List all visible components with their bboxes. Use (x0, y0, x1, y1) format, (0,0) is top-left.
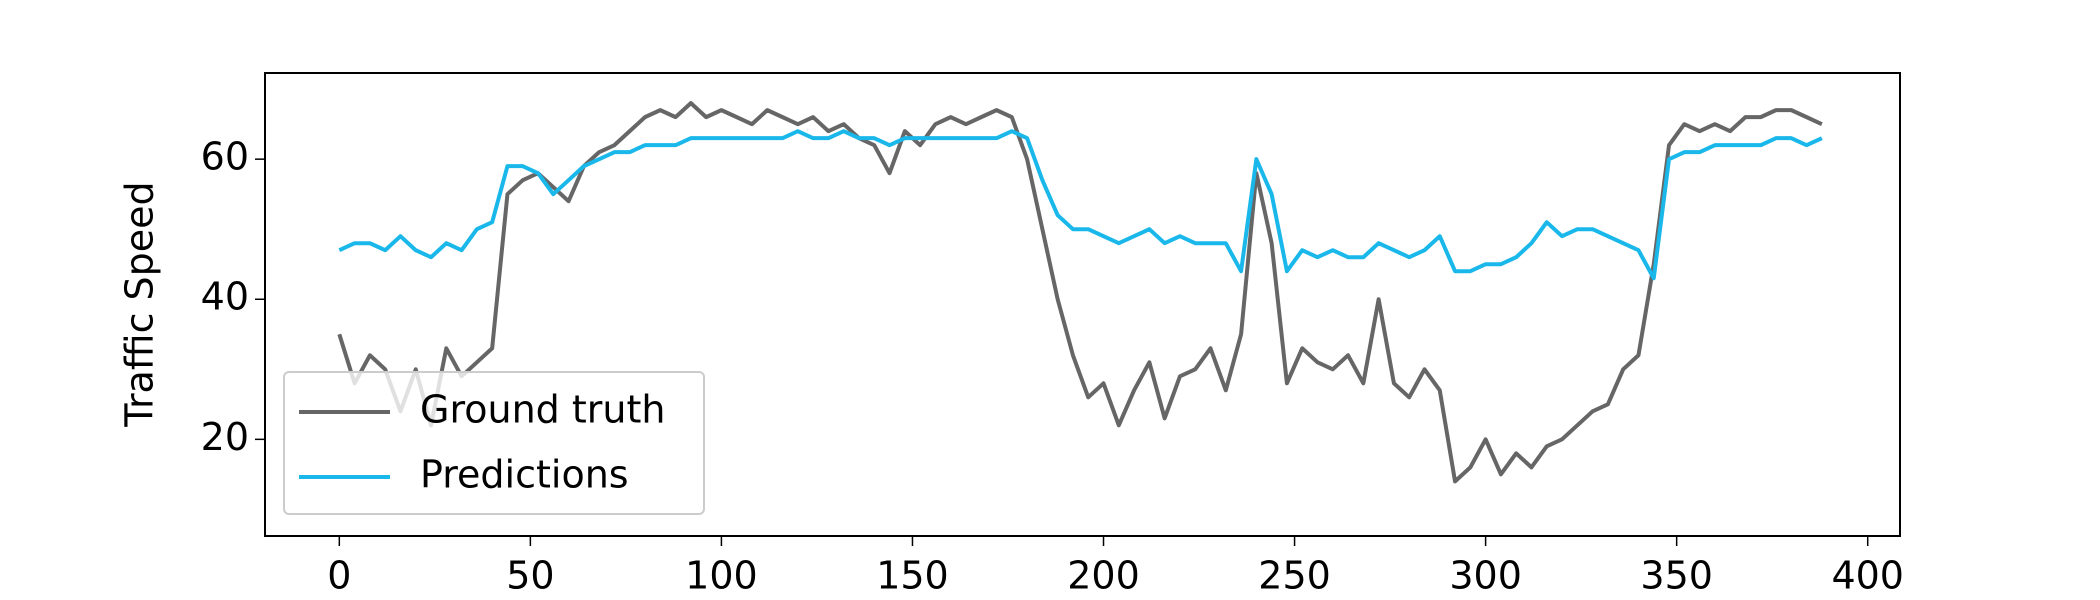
y-tick-label: 20 (201, 415, 249, 459)
x-tick-label: 100 (685, 554, 758, 598)
data-line (338, 129, 1823, 281)
x-tick-label: 50 (506, 554, 554, 598)
x-tick-label: 0 (327, 554, 351, 598)
plot-frame (264, 72, 1901, 537)
y-tick-label: 40 (201, 275, 249, 319)
legend-label: Ground truth (420, 388, 665, 432)
x-tick-label: 150 (876, 554, 949, 598)
x-tick-label: 300 (1449, 554, 1522, 598)
y-axis-label: Traffic Speed (118, 181, 162, 427)
x-tick-label: 350 (1640, 554, 1713, 598)
x-tick-label: 200 (1067, 554, 1140, 598)
legend-label: Predictions (420, 453, 629, 497)
y-tick-label: 60 (201, 135, 249, 179)
x-tick-label: 250 (1258, 554, 1331, 598)
x-tick-label: 400 (1831, 554, 1904, 598)
